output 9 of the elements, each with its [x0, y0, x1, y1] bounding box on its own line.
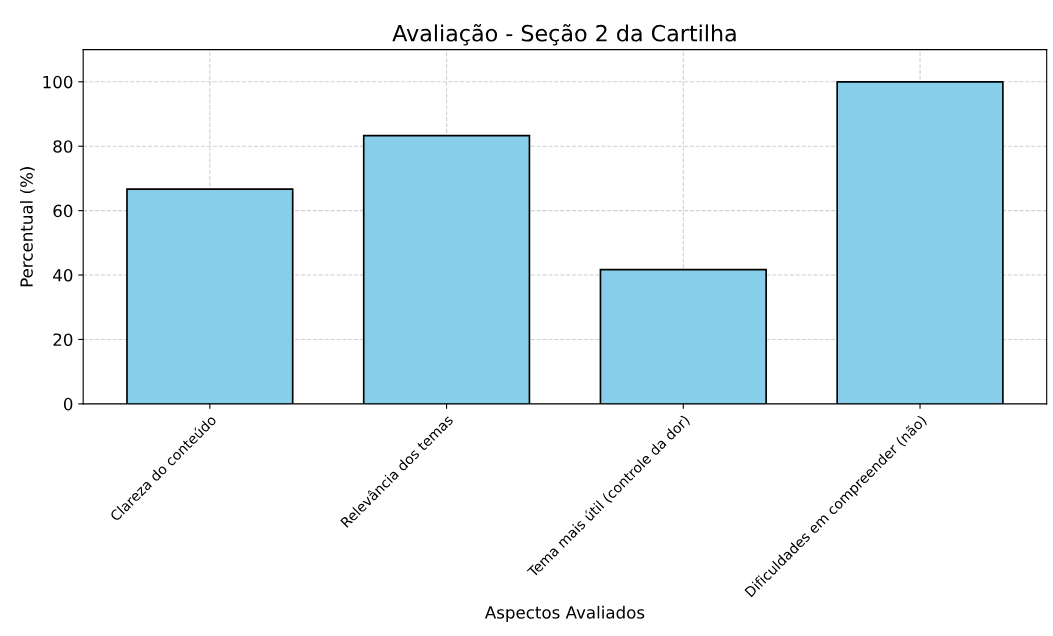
- y-tick-label: 40: [53, 269, 73, 282]
- chart-title: Avaliação - Seção 2 da Cartilha: [392, 24, 736, 46]
- x-axis-title: Aspectos Avaliados: [484, 605, 645, 622]
- y-axis-title: Percentual (%): [19, 167, 35, 287]
- y-tick-label: 0: [63, 397, 73, 411]
- y-tick-label: 100: [43, 75, 73, 89]
- y-tick-label: 20: [53, 333, 73, 347]
- y-tick-label: 80: [53, 140, 73, 153]
- y-tick-label: 60: [53, 204, 73, 218]
